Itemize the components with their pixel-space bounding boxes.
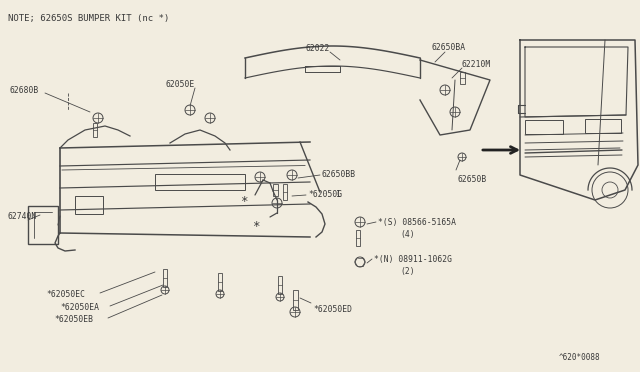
Bar	[283, 184, 287, 200]
Text: (4): (4)	[400, 230, 415, 239]
Text: *62050ED: *62050ED	[313, 305, 352, 314]
Text: (2): (2)	[400, 267, 415, 276]
Bar	[525, 120, 563, 134]
Text: 1: 1	[335, 190, 340, 199]
Bar	[28, 206, 58, 244]
Bar	[356, 230, 360, 246]
Text: 62050E: 62050E	[165, 80, 195, 89]
Text: *62050EC: *62050EC	[46, 290, 85, 299]
Bar	[155, 174, 245, 190]
Bar	[218, 273, 222, 291]
Text: 62650BA: 62650BA	[432, 43, 466, 52]
Text: 62740N: 62740N	[7, 212, 36, 221]
Text: 62210M: 62210M	[462, 60, 492, 69]
Text: *62050EB: *62050EB	[54, 315, 93, 324]
Text: *: *	[240, 195, 248, 208]
Text: 62022: 62022	[305, 44, 330, 53]
Text: 62680B: 62680B	[10, 86, 39, 95]
Bar	[75, 196, 103, 214]
Bar	[585, 119, 621, 133]
Text: *: *	[252, 220, 259, 233]
Text: *(N) 08911-1062G: *(N) 08911-1062G	[374, 255, 452, 264]
Text: 62650B: 62650B	[458, 175, 487, 184]
Bar	[278, 276, 282, 294]
Text: *62050EA: *62050EA	[60, 303, 99, 312]
Bar	[93, 123, 97, 137]
Text: *62050G: *62050G	[308, 190, 342, 199]
Bar	[163, 269, 167, 287]
Bar	[273, 184, 278, 196]
Bar	[292, 290, 298, 310]
Text: *(S) 08566-5165A: *(S) 08566-5165A	[378, 218, 456, 227]
Text: NOTE; 62650S BUMPER KIT (nc *): NOTE; 62650S BUMPER KIT (nc *)	[8, 14, 169, 23]
Text: 62650BB: 62650BB	[322, 170, 356, 179]
Bar	[460, 72, 465, 84]
Text: ^620*0088: ^620*0088	[558, 353, 600, 362]
